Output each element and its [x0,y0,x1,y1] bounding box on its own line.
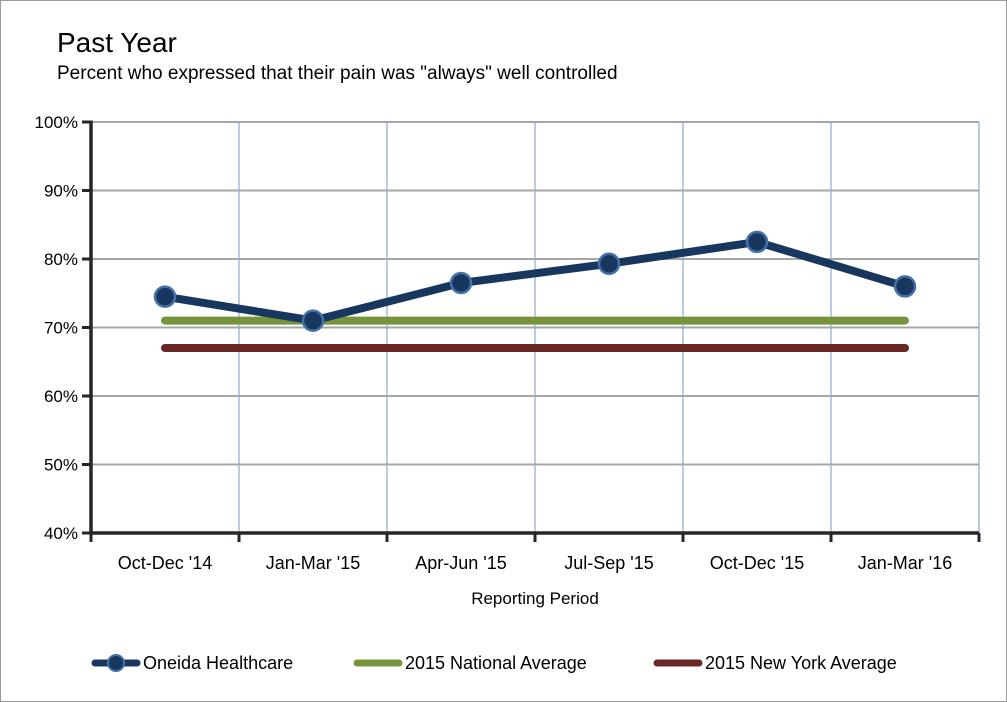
y-axis-tick-label: 100% [35,113,78,132]
x-axis-tick-label: Jan-Mar '15 [266,553,360,573]
y-axis-tick-label: 60% [44,387,78,406]
x-axis-tick-label: Jan-Mar '16 [858,553,952,573]
data-point-marker [153,285,177,308]
x-axis-tick-label: Jul-Sep '15 [564,553,654,573]
data-point-marker [745,230,769,254]
data-point-marker [449,271,473,295]
x-axis-tick-label: Oct-Dec '15 [710,553,804,573]
data-point-marker [301,309,325,332]
data-point-marker [597,252,621,276]
x-axis-tick-label: Oct-Dec '14 [118,553,212,573]
y-axis-tick-label: 50% [44,456,78,475]
series-line-oneida-healthcare [161,237,909,325]
x-axis-title: Reporting Period [471,589,599,608]
data-point-marker [893,275,917,298]
chart-title: Past Year [57,27,177,58]
y-axis-tick-label: 40% [44,524,78,543]
chart-subtitle: Percent who expressed that their pain wa… [57,63,618,84]
y-axis-tick-label: 80% [44,250,78,269]
y-axis-tick-label: 70% [44,319,78,338]
x-axis-tick-label: Apr-Jun '15 [415,553,507,573]
y-axis-tick-label: 90% [44,182,78,201]
